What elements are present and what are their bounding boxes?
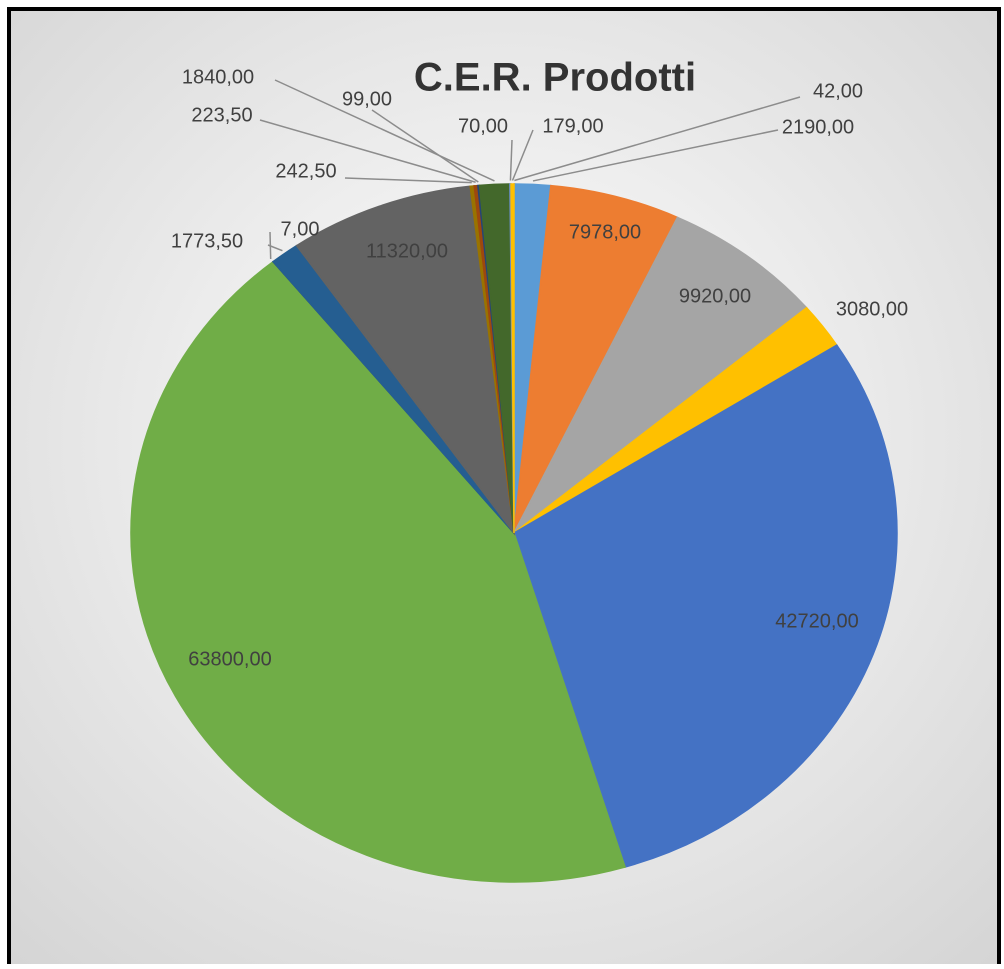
data-label: 42720,00	[775, 610, 858, 632]
leader-line	[267, 244, 283, 252]
pie-slice	[295, 185, 516, 536]
pie-slice	[513, 184, 679, 534]
data-label: 242,50	[275, 160, 336, 182]
leader-line	[371, 109, 479, 183]
data-label: 99,00	[342, 88, 392, 110]
data-label: 7,00	[281, 218, 320, 240]
leader-line	[509, 139, 513, 181]
data-label: 63800,00	[188, 648, 271, 670]
data-label: 1773,50	[171, 230, 243, 252]
pie-slice	[130, 260, 627, 883]
leader-line	[259, 119, 476, 183]
data-label: 1840,00	[182, 66, 254, 88]
data-label: 3080,00	[836, 298, 908, 320]
leader-line	[514, 96, 801, 182]
data-label: 9920,00	[679, 285, 751, 307]
pie-slice	[513, 216, 808, 534]
data-label: 2190,00	[782, 116, 854, 138]
leader-line	[532, 129, 779, 182]
data-label: 7978,00	[569, 221, 641, 243]
data-label: 179,00	[542, 115, 603, 137]
pie-slice	[510, 183, 515, 534]
chart-title: C.E.R. Prodotti	[414, 56, 696, 100]
data-label: 42,00	[813, 80, 863, 102]
data-label: 223,50	[191, 104, 252, 126]
leader-line	[274, 79, 495, 182]
leader-line	[511, 129, 534, 181]
data-label: 70,00	[458, 115, 508, 137]
data-label: 11320,00	[366, 240, 448, 262]
leader-line	[344, 177, 472, 184]
pie-slice	[513, 344, 898, 868]
